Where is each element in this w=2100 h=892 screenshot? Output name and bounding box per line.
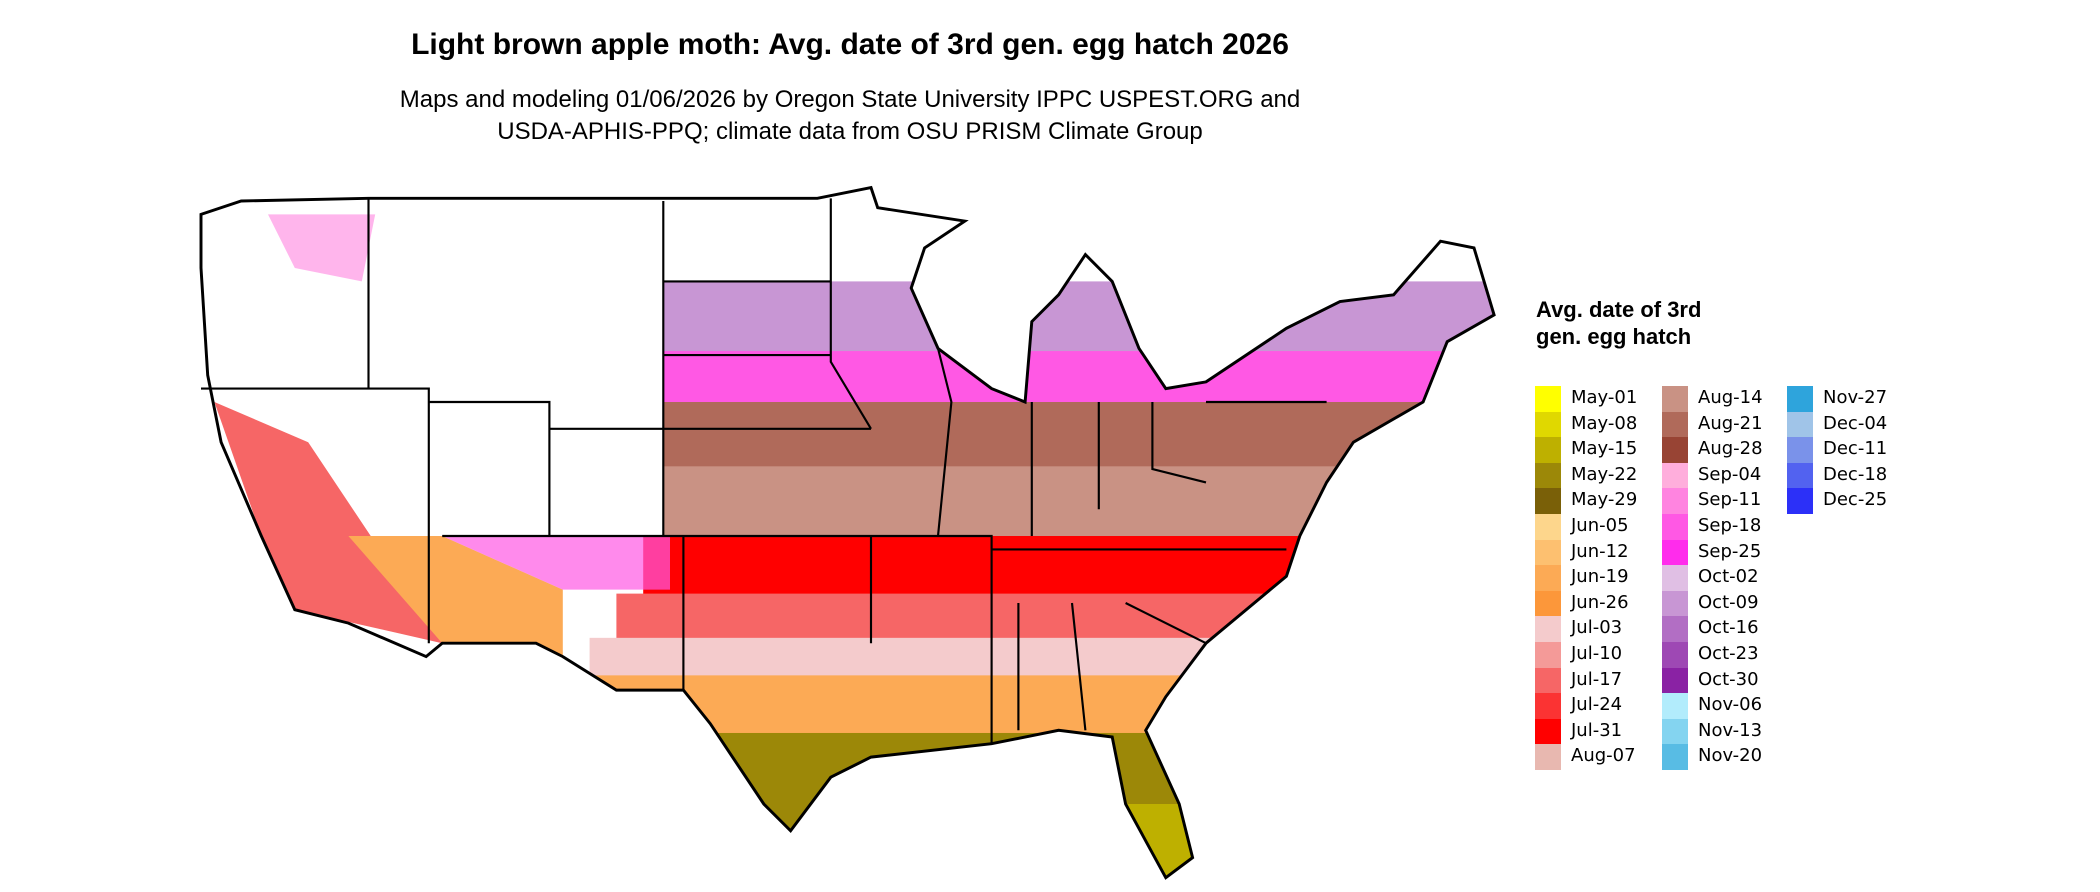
legend-swatch xyxy=(1662,488,1688,515)
legend-swatch xyxy=(1535,616,1561,643)
legend-label: Jun-19 xyxy=(1571,566,1629,588)
legend-label: Oct-30 xyxy=(1698,668,1759,690)
legend-swatch xyxy=(1535,744,1561,771)
legend-swatch xyxy=(1535,437,1561,464)
legend-label: Jul-03 xyxy=(1571,617,1623,639)
legend-label: Oct-09 xyxy=(1698,591,1759,613)
legend-swatch xyxy=(1662,718,1688,745)
legend-label: Oct-23 xyxy=(1698,643,1759,664)
band-jul-31 xyxy=(643,536,1474,597)
legend-label: Jul-31 xyxy=(1571,719,1623,741)
legend-swatch xyxy=(1662,744,1688,771)
legend-label: Jun-26 xyxy=(1571,591,1629,613)
legend-label: Aug-07 xyxy=(1571,745,1636,767)
legend-label: Dec-18 xyxy=(1823,463,1888,485)
legend-label: Nov-27 xyxy=(1823,387,1888,408)
legend-label: Oct-02 xyxy=(1698,566,1759,588)
legend-swatch xyxy=(1787,462,1813,489)
legend-swatch xyxy=(1535,462,1561,489)
legend-swatch xyxy=(1535,667,1561,694)
legend-swatch xyxy=(1662,514,1688,540)
legend-label: Aug-21 xyxy=(1698,412,1763,434)
legend-label: Dec-25 xyxy=(1823,489,1888,511)
legend-swatch xyxy=(1662,386,1688,412)
legend-label: Jul-24 xyxy=(1571,694,1623,716)
legend-swatch xyxy=(1535,565,1561,592)
band-jul-17 xyxy=(616,593,1448,641)
legend-swatch xyxy=(1662,667,1688,694)
legend-label: Nov-13 xyxy=(1698,719,1763,741)
legend-label: Jul-10 xyxy=(1571,643,1623,664)
legend-swatch xyxy=(1662,642,1688,668)
map-title: Light brown apple moth: Avg. date of 3rd… xyxy=(411,28,1289,61)
legend-label: Dec-04 xyxy=(1823,412,1888,434)
legend-label: Nov-06 xyxy=(1698,694,1763,716)
legend-label: May-08 xyxy=(1571,412,1638,434)
legend-swatch xyxy=(1662,565,1688,592)
legend-swatch xyxy=(1535,539,1561,566)
arizona-desert xyxy=(348,536,563,657)
legend-label: Aug-28 xyxy=(1698,438,1763,460)
california-central-valley xyxy=(214,402,443,644)
legend-label: Sep-18 xyxy=(1698,515,1762,536)
legend-title: Avg. date of 3rd gen. egg hatch xyxy=(1536,297,1702,349)
legend-label: Jul-17 xyxy=(1571,668,1623,690)
legend-swatch xyxy=(1787,411,1813,438)
band-may xyxy=(696,732,1448,878)
legend-swatch xyxy=(1662,693,1688,720)
legend-swatch xyxy=(1535,590,1561,617)
legend-swatch xyxy=(1662,437,1688,464)
map-subtitle-line-1: Maps and modeling 01/06/2026 by Oregon S… xyxy=(399,86,1301,113)
band-aug-late xyxy=(663,402,1495,469)
legend-swatch xyxy=(1535,488,1561,515)
band-oct xyxy=(663,281,1495,356)
legend-swatch xyxy=(1535,718,1561,745)
legend-swatch xyxy=(1662,411,1688,438)
legend-label: Sep-04 xyxy=(1698,463,1762,485)
legend-swatch xyxy=(1787,437,1813,464)
legend-swatch xyxy=(1535,642,1561,668)
legend-label: Sep-11 xyxy=(1698,489,1762,511)
state-borders xyxy=(201,198,1327,744)
map-subtitle-line-2: USDA-APHIS-PPQ; climate data from OSU PR… xyxy=(497,118,1203,145)
legend-label: May-01 xyxy=(1571,387,1638,408)
legend-swatch xyxy=(1662,539,1688,566)
legend-swatch xyxy=(1662,462,1688,489)
legend-label: Oct-16 xyxy=(1698,617,1759,639)
band-sep xyxy=(663,351,1495,405)
band-aug-mid xyxy=(663,466,1495,541)
legend-label: Jun-12 xyxy=(1571,540,1629,562)
legend-swatch xyxy=(1787,386,1813,412)
us-map xyxy=(199,186,1496,880)
legend-label: Aug-14 xyxy=(1698,387,1763,408)
legend-label: May-15 xyxy=(1571,438,1638,460)
legend-swatch xyxy=(1535,693,1561,720)
legend-swatch xyxy=(1787,488,1813,515)
legend-swatch xyxy=(1662,590,1688,617)
legend-label: Nov-20 xyxy=(1698,745,1763,767)
legend-label: Jun-05 xyxy=(1571,515,1629,536)
legend-label: Dec-11 xyxy=(1823,438,1888,460)
legend-label: May-22 xyxy=(1571,463,1638,485)
legend-swatch xyxy=(1535,514,1561,540)
legend-label: Sep-25 xyxy=(1698,540,1762,562)
legend-swatch xyxy=(1662,616,1688,643)
legend-label: May-29 xyxy=(1571,489,1638,511)
legend-swatch xyxy=(1535,386,1561,412)
legend-swatch xyxy=(1535,411,1561,438)
